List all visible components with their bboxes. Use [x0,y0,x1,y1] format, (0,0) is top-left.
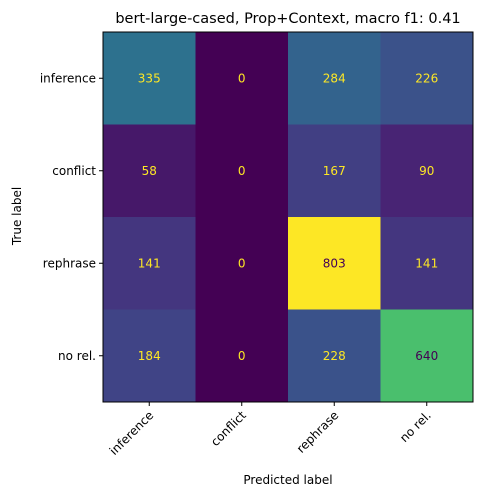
cell-value-label: 284 [323,71,346,85]
cell-value-label: 640 [415,349,438,363]
cell-value-label: 803 [323,256,346,270]
heatmap-cell-inference-conflict [195,32,289,125]
plot-frame [102,31,474,403]
heatmap-cell-conflict-conflict [195,124,289,218]
x-tick-label-no-rel: no rel. [397,408,434,445]
heatmap-cell-conflict-inference [103,124,196,218]
heatmap-cell-conflict-rephrase [288,124,381,218]
cell-value-label: 167 [323,164,346,178]
heatmap-cell-no-rel-no-rel [380,309,474,403]
cell-value-label: 58 [142,164,157,178]
heatmap-cell-no-rel-inference [103,309,196,403]
heatmap-cells [103,32,474,403]
y-tick-label-conflict: conflict [52,164,96,178]
y-tick-label-inference: inference [40,71,96,85]
cell-value-label: 228 [323,349,346,363]
heatmap-cell-rephrase-conflict [195,217,289,310]
cell-value-label: 90 [419,164,434,178]
cell-value-label: 0 [238,349,246,363]
cell-value-label: 184 [138,349,161,363]
x-tick-label-inference: inference [107,408,157,458]
cell-value-label: 0 [238,164,246,178]
heatmap-cell-inference-rephrase [288,32,381,125]
cell-value-label: 141 [138,256,161,270]
cell-value-label: 0 [238,256,246,270]
x-axis-label: Predicted label [243,473,332,487]
heatmap-cell-inference-inference [103,32,196,125]
heatmap-cell-rephrase-rephrase [288,217,381,310]
y-tick-label-rephrase: rephrase [43,256,96,270]
x-tick-labels: inference conflict rephrase no rel. [107,402,434,458]
heatmap-cell-conflict-no-rel [380,124,474,218]
cell-value-label: 335 [138,71,161,85]
cell-value-label: 226 [415,71,438,85]
chart-title: bert-large-cased, Prop+Context, macro f1… [115,11,460,27]
cell-value-label: 141 [415,256,438,270]
y-axis-label: True label [10,187,24,246]
heatmap-cell-no-rel-conflict [195,309,289,403]
x-tick-label-rephrase: rephrase [294,408,342,456]
cell-value-labels: 335 0 284 226 58 0 167 90 141 0 803 141 184 0 228 640 [138,71,438,363]
heatmap-cell-rephrase-inference [103,217,196,310]
y-tick-labels: inference conflict rephrase no rel. [40,71,103,363]
heatmap-cell-no-rel-rephrase [288,309,381,403]
heatmap-cell-rephrase-no-rel [380,217,474,310]
cell-value-label: 0 [238,71,246,85]
x-tick-label-conflict: conflict [208,408,249,449]
heatmap-cell-inference-no-rel [380,32,474,125]
y-tick-label-no-rel: no rel. [58,349,96,363]
